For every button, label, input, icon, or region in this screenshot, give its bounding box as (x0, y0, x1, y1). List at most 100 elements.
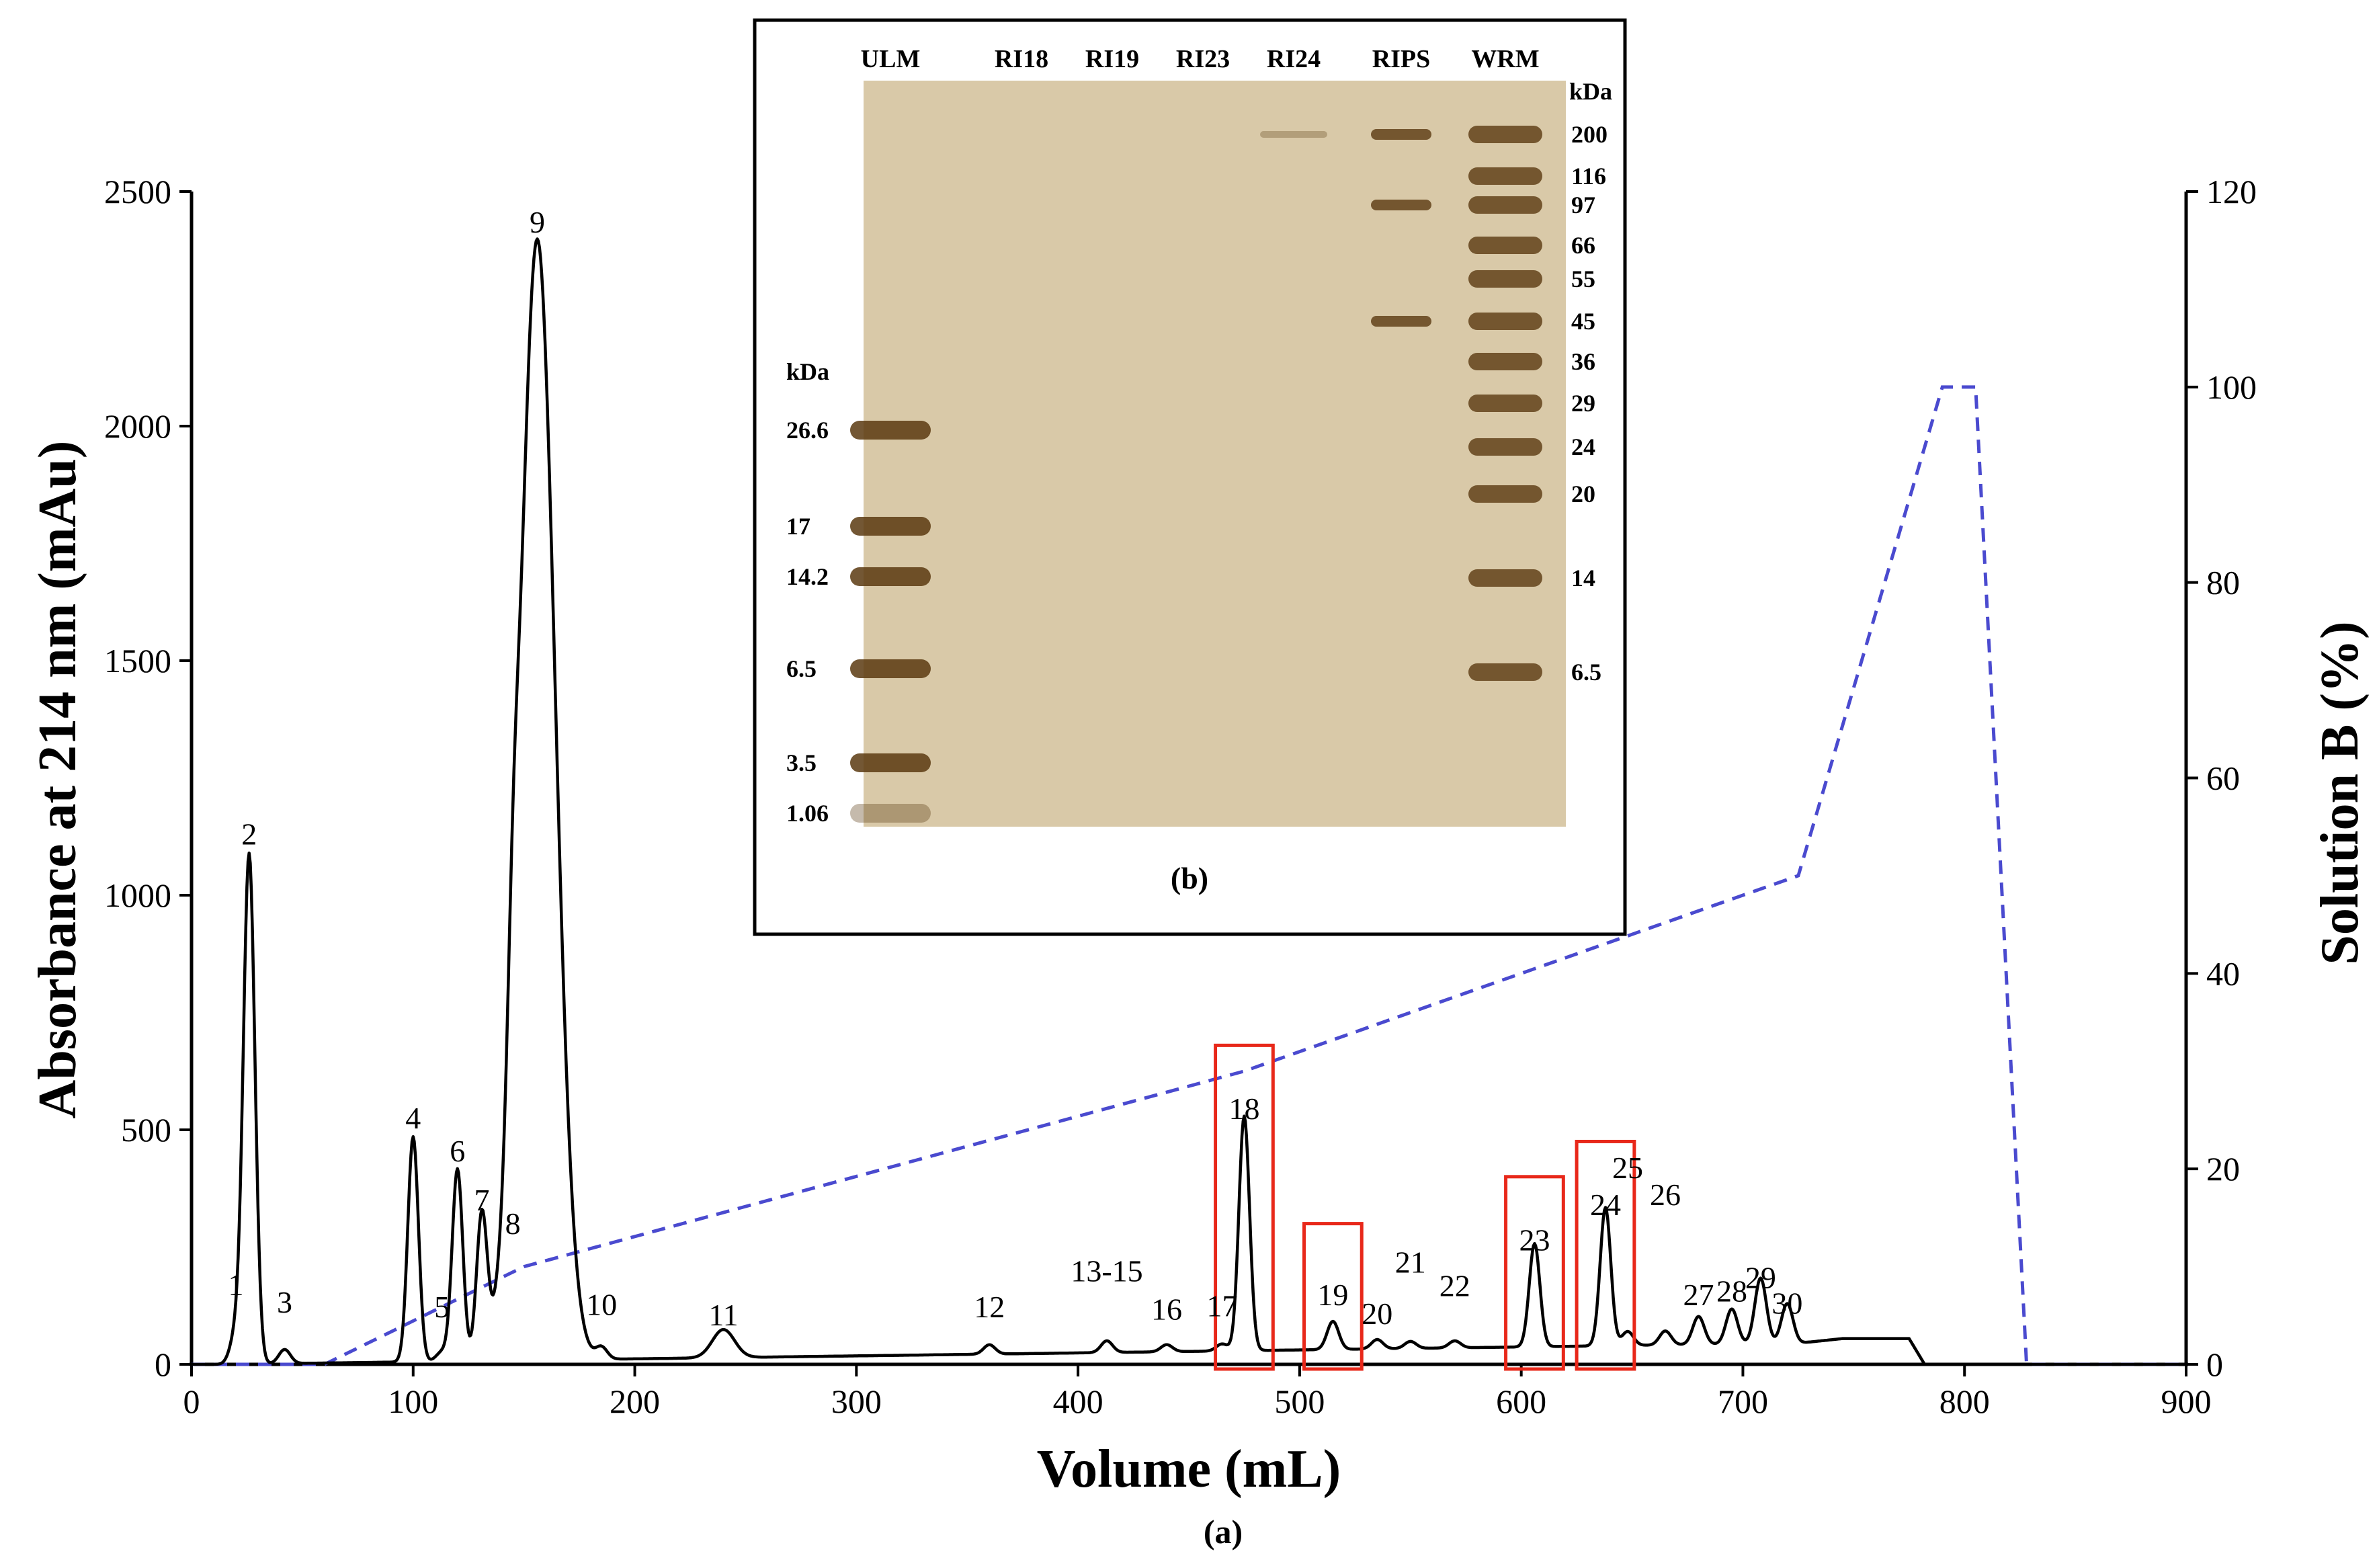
x-tick-label: 100 (388, 1383, 438, 1420)
gel-lane-label: RIPS (1372, 45, 1431, 73)
gel-band-wrm (1468, 196, 1542, 214)
x-tick-label: 300 (831, 1383, 882, 1420)
gel-band-wrm (1468, 569, 1542, 587)
gel-band-wrm (1468, 395, 1542, 412)
gel-image (864, 81, 1566, 827)
y2-tick-label: 40 (2206, 954, 2240, 992)
highlight-boxes (1214, 1043, 1636, 1371)
absorbance-trace (191, 237, 2187, 1366)
gel-band-rips (1371, 129, 1431, 140)
y2-axis-title: Solution B (%) (2310, 621, 2370, 964)
peak-label: 24 (1590, 1188, 1621, 1222)
x-tick-label: 800 (1939, 1383, 1990, 1420)
gel-lane-label: RI19 (1085, 45, 1139, 73)
gel-band-ulm (850, 567, 931, 586)
gel-right-marker: 116 (1571, 163, 1606, 190)
gel-right-marker: 36 (1571, 348, 1595, 375)
y-tick-label: 2500 (104, 173, 171, 210)
gel-lane-labels: ULM RI18 RI19 RI23 RI24 RIPS WRM (861, 45, 1540, 73)
x-tick-label: 600 (1496, 1383, 1546, 1420)
peak-label: 5 (434, 1290, 450, 1324)
peak-label: 13-15 (1071, 1254, 1142, 1288)
gel-band-rips (1371, 316, 1431, 327)
peak-label: 26 (1650, 1178, 1681, 1212)
gel-left-marker: 26.6 (786, 417, 829, 444)
peak-label: 7 (474, 1183, 490, 1217)
gel-lane-label: RI23 (1176, 45, 1230, 73)
peak-label: 10 (586, 1288, 617, 1322)
peak-label: 29 (1745, 1260, 1776, 1294)
x-tick-label: 900 (2161, 1383, 2212, 1420)
y2-tick-label: 60 (2206, 759, 2240, 797)
gel-band-ulm (850, 517, 931, 536)
peak-label: 12 (974, 1290, 1005, 1324)
gel-band-ulm (850, 753, 931, 772)
gel-lane-label: WRM (1471, 45, 1539, 73)
highlight-box-peak-18 (1214, 1043, 1275, 1371)
gel-right-marker: 97 (1571, 192, 1595, 218)
y-tick-label: 1500 (104, 642, 171, 679)
gel-left-marker: 3.5 (786, 749, 817, 776)
gel-right-unit: kDa (1569, 78, 1612, 105)
gel-right-marker: 55 (1571, 265, 1595, 292)
x-tick-label: 200 (610, 1383, 660, 1420)
y2-tick-label: 100 (2206, 368, 2257, 406)
peak-label: 18 (1228, 1091, 1259, 1126)
gel-right-marker: 14 (1571, 565, 1595, 591)
highlight-box-peak-19 (1302, 1222, 1364, 1371)
peak-label: 9 (530, 205, 545, 239)
peak-label: 28 (1716, 1274, 1747, 1309)
gel-band-wrm (1468, 237, 1542, 254)
gel-band-wrm (1468, 313, 1542, 330)
gel-bands (850, 126, 1542, 823)
peak-label: 19 (1317, 1278, 1348, 1312)
gel-left-markers: kDa 26.6 17 14.2 6.5 3.5 1.06 (786, 358, 829, 827)
peak-label: 3 (277, 1285, 292, 1319)
x-tick-label: 700 (1718, 1383, 1768, 1420)
peak-label: 20 (1362, 1296, 1392, 1331)
x-tick-label: 400 (1053, 1383, 1103, 1420)
y-ticks: 0 500 1000 1500 2000 2500 (104, 173, 192, 1383)
gel-band-wrm (1468, 353, 1542, 370)
gel-lane-label: RI18 (995, 45, 1048, 73)
chart-caption-a: (a) (1204, 1513, 1243, 1551)
y2-tick-label: 0 (2206, 1346, 2223, 1383)
peak-label: 11 (708, 1298, 738, 1332)
gel-left-marker: 1.06 (786, 800, 829, 827)
y2-tick-label: 20 (2206, 1150, 2240, 1188)
gel-right-marker: 29 (1571, 390, 1595, 417)
gel-left-marker: 6.5 (786, 655, 817, 682)
peak-label: 4 (405, 1101, 421, 1135)
peak-label: 16 (1151, 1292, 1182, 1327)
gel-right-marker: 20 (1571, 481, 1595, 507)
gel-left-unit: kDa (786, 358, 829, 385)
peak-label: 21 (1395, 1245, 1426, 1280)
gel-band-ulm (850, 421, 931, 440)
gel-right-marker: 6.5 (1571, 659, 1601, 686)
gel-right-marker: 45 (1571, 308, 1595, 335)
x-ticks: 0 100 200 300 400 500 600 700 800 900 (183, 1364, 2212, 1420)
peak-label: 6 (450, 1134, 465, 1168)
y-tick-label: 0 (155, 1346, 171, 1383)
gel-left-marker: 14.2 (786, 563, 829, 590)
gel-band-wrm (1468, 270, 1542, 288)
y2-tick-label: 80 (2206, 564, 2240, 602)
peak-label: 27 (1683, 1278, 1714, 1312)
gel-right-marker: 24 (1571, 434, 1595, 460)
solution-b-gradient-line (192, 385, 2186, 1366)
gel-lane-label: RI24 (1267, 45, 1321, 73)
y-tick-label: 1000 (104, 876, 171, 914)
peak-label: 25 (1612, 1151, 1643, 1185)
gel-lane-label: ULM (861, 45, 921, 73)
y-axis-title: Absorbance at 214 nm (mAu) (28, 441, 87, 1119)
highlight-box-peak-23 (1504, 1175, 1565, 1371)
y-tick-label: 500 (121, 1111, 171, 1149)
gel-inset: ULM RI18 RI19 RI23 RI24 RIPS WRM kDa 26.6 17 14.… (753, 18, 1627, 936)
peak-label: 1 (228, 1268, 243, 1302)
gel-band-wrm (1468, 663, 1542, 681)
y2-ticks: 0 20 40 60 80 100 120 (2186, 173, 2257, 1383)
gel-band-wrm (1468, 485, 1542, 503)
x-tick-label: 500 (1274, 1383, 1325, 1420)
